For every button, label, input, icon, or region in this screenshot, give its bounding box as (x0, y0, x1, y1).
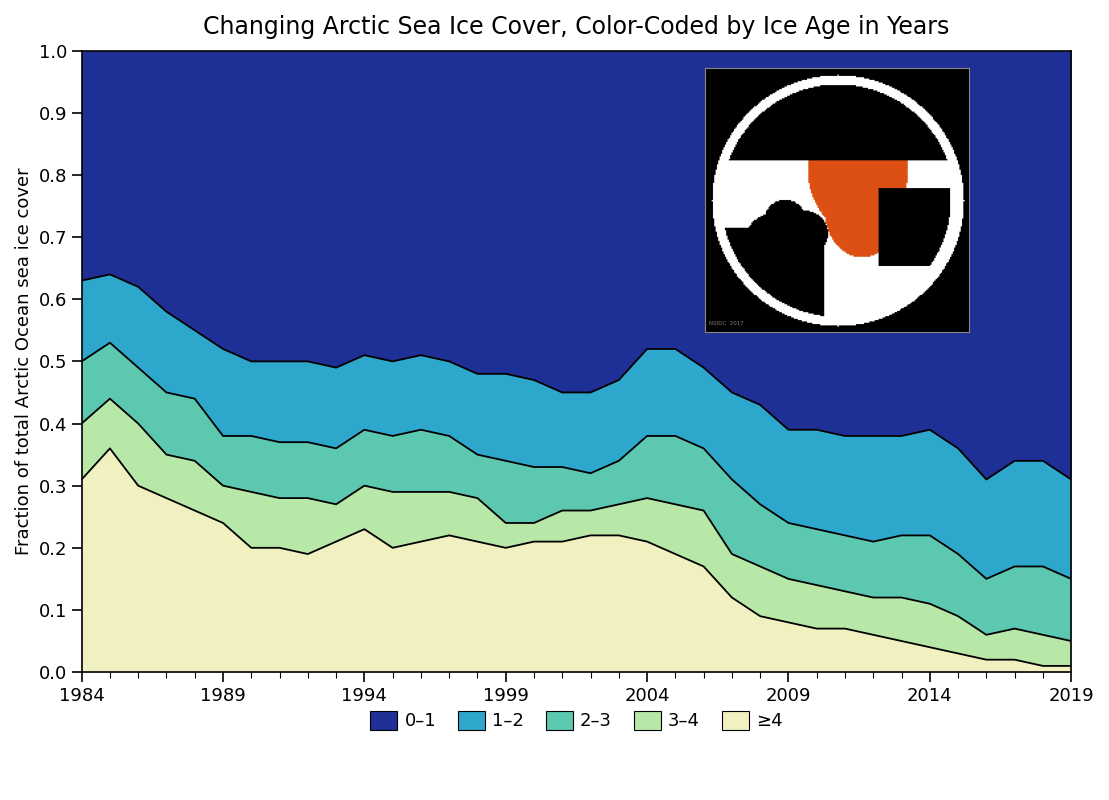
Text: NSIDC  2017: NSIDC 2017 (709, 321, 743, 326)
Legend: 0–1, 1–2, 2–3, 3–4, ≥4: 0–1, 1–2, 2–3, 3–4, ≥4 (363, 704, 790, 738)
Title: Changing Arctic Sea Ice Cover, Color-Coded by Ice Age in Years: Changing Arctic Sea Ice Cover, Color-Cod… (203, 15, 949, 39)
Y-axis label: Fraction of total Arctic Ocean sea ice cover: Fraction of total Arctic Ocean sea ice c… (16, 167, 33, 555)
